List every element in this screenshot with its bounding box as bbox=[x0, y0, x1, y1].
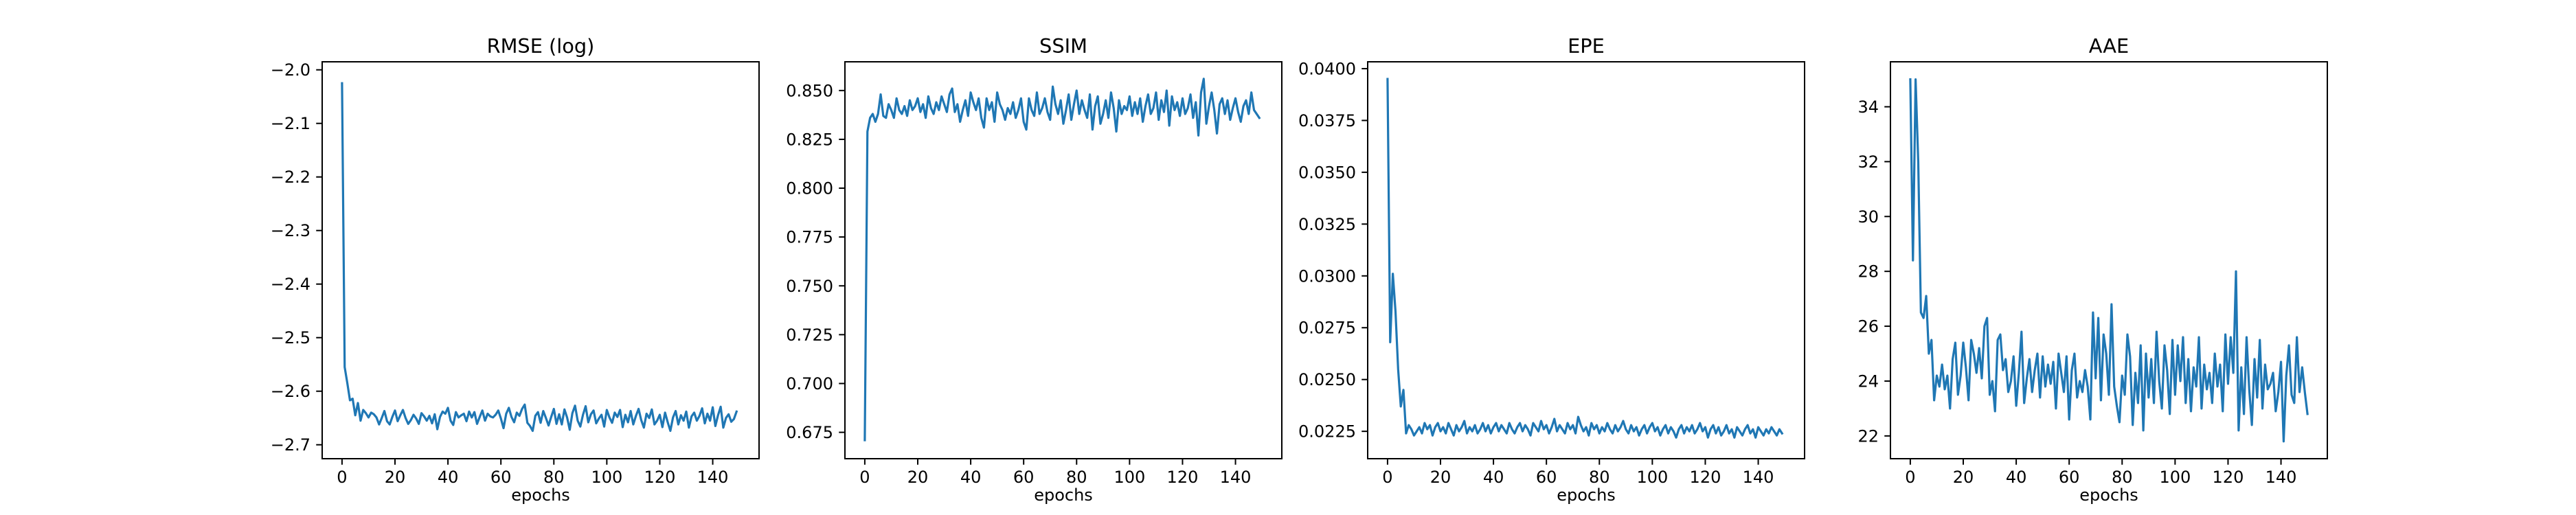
x-tick-label: 140 bbox=[1743, 468, 1774, 487]
x-tick-label: 80 bbox=[1589, 468, 1610, 487]
x-tick-label: 140 bbox=[2266, 468, 2297, 487]
x-tick-label: 80 bbox=[2112, 468, 2133, 487]
x-tick-label: 100 bbox=[591, 468, 622, 487]
y-tick-label: 30 bbox=[1857, 207, 1879, 227]
y-tick-label: −2.0 bbox=[271, 60, 310, 80]
x-tick-label: 140 bbox=[1220, 468, 1252, 487]
x-tick-label: 80 bbox=[1066, 468, 1087, 487]
x-tick-label: 120 bbox=[1690, 468, 1721, 487]
x-tick-label: 120 bbox=[2213, 468, 2244, 487]
y-tick-label: 0.0325 bbox=[1298, 215, 1356, 234]
y-tick-label: 0.750 bbox=[786, 277, 833, 296]
series-line bbox=[1386, 78, 1784, 439]
y-tick-label: 22 bbox=[1857, 426, 1879, 446]
x-tick-label: 120 bbox=[644, 468, 676, 487]
axes-frame bbox=[1367, 61, 1805, 459]
y-tick-label: −2.2 bbox=[271, 168, 310, 187]
series-line bbox=[1909, 78, 2309, 443]
x-tick-label: 0 bbox=[337, 468, 347, 487]
y-tick-label: 28 bbox=[1857, 262, 1879, 282]
y-tick-label: 0.0225 bbox=[1298, 422, 1356, 442]
axes-frame bbox=[1890, 61, 2328, 459]
x-tick-label: 40 bbox=[960, 468, 982, 487]
y-tick-label: 32 bbox=[1857, 152, 1879, 172]
chart-title: SSIM bbox=[1039, 34, 1087, 58]
x-tick-label: 40 bbox=[438, 468, 459, 487]
y-tick-label: 0.825 bbox=[786, 130, 833, 149]
x-tick-label: 20 bbox=[907, 468, 929, 487]
y-tick-label: −2.6 bbox=[271, 382, 310, 401]
x-tick-label: 40 bbox=[1483, 468, 1504, 487]
chart-title: AAE bbox=[2089, 34, 2129, 58]
y-tick-label: 24 bbox=[1857, 371, 1879, 391]
y-tick-label: 34 bbox=[1857, 98, 1879, 117]
x-tick-label: 0 bbox=[859, 468, 870, 487]
chart-panel-1: 0 20 40 60 80 100 120 140 −2.0 −2.1 −2.2 −2.3 −2.4 −2… bbox=[271, 34, 760, 505]
series-line bbox=[341, 82, 738, 433]
x-tick-label: 100 bbox=[1114, 468, 1145, 487]
x-tick-label: 20 bbox=[1953, 468, 1974, 487]
y-tick-label: 0.0250 bbox=[1298, 370, 1356, 389]
y-tick-label: 0.0275 bbox=[1298, 319, 1356, 338]
y-tick-label: 0.0375 bbox=[1298, 111, 1356, 130]
y-tick-label: 0.800 bbox=[786, 179, 833, 198]
x-tick-label: 0 bbox=[1905, 468, 1915, 487]
y-tick-label: 0.700 bbox=[786, 374, 833, 393]
x-tick-label: 80 bbox=[543, 468, 565, 487]
y-tick-label: 0.0400 bbox=[1298, 59, 1356, 78]
axes-frame bbox=[844, 61, 1283, 459]
x-tick-label: 60 bbox=[490, 468, 512, 487]
x-tick-label: 140 bbox=[697, 468, 729, 487]
chart-panel-4: 0 20 40 60 80 100 120 140 22 24 26 28 30 32 34 AAE epoch… bbox=[1857, 34, 2328, 505]
x-axis-label: epochs bbox=[1557, 485, 1616, 505]
x-tick-label: 100 bbox=[1636, 468, 1668, 487]
axes-frame bbox=[321, 61, 760, 459]
y-tick-label: −2.7 bbox=[271, 435, 310, 455]
chart-title: RMSE (log) bbox=[487, 34, 595, 58]
x-axis-label: epochs bbox=[1034, 485, 1093, 505]
y-tick-label: 0.775 bbox=[786, 228, 833, 247]
chart-panel-2: 0 20 40 60 80 100 120 140 0.675 0.700 0.725 0.750 0.… bbox=[786, 34, 1283, 505]
y-tick-label: 0.850 bbox=[786, 81, 833, 100]
x-axis-label: epochs bbox=[511, 485, 570, 505]
x-tick-label: 0 bbox=[1382, 468, 1392, 487]
y-tick-label: −2.1 bbox=[271, 114, 310, 133]
chart-title: EPE bbox=[1568, 34, 1605, 58]
y-tick-label: −2.4 bbox=[271, 275, 310, 294]
y-tick-label: 0.0300 bbox=[1298, 266, 1356, 286]
y-tick-label: 0.725 bbox=[786, 325, 833, 345]
x-tick-label: 40 bbox=[2006, 468, 2027, 487]
x-tick-label: 20 bbox=[385, 468, 406, 487]
x-axis-label: epochs bbox=[2079, 485, 2138, 505]
series-line bbox=[863, 78, 1261, 442]
x-tick-label: 120 bbox=[1167, 468, 1199, 487]
x-tick-label: 60 bbox=[2059, 468, 2080, 487]
x-tick-label: 60 bbox=[1013, 468, 1035, 487]
chart-panel-3: 0 20 40 60 80 100 120 140 0.0225 0.0250 0.0275 0.03… bbox=[1298, 34, 1805, 505]
y-tick-label: 0.675 bbox=[786, 423, 833, 442]
y-tick-label: 26 bbox=[1857, 317, 1879, 336]
y-tick-label: −2.5 bbox=[271, 328, 310, 347]
x-tick-label: 100 bbox=[2159, 468, 2191, 487]
x-tick-label: 20 bbox=[1430, 468, 1451, 487]
y-tick-label: 0.0350 bbox=[1298, 163, 1356, 182]
x-tick-label: 60 bbox=[1536, 468, 1557, 487]
y-tick-label: −2.3 bbox=[271, 221, 310, 240]
